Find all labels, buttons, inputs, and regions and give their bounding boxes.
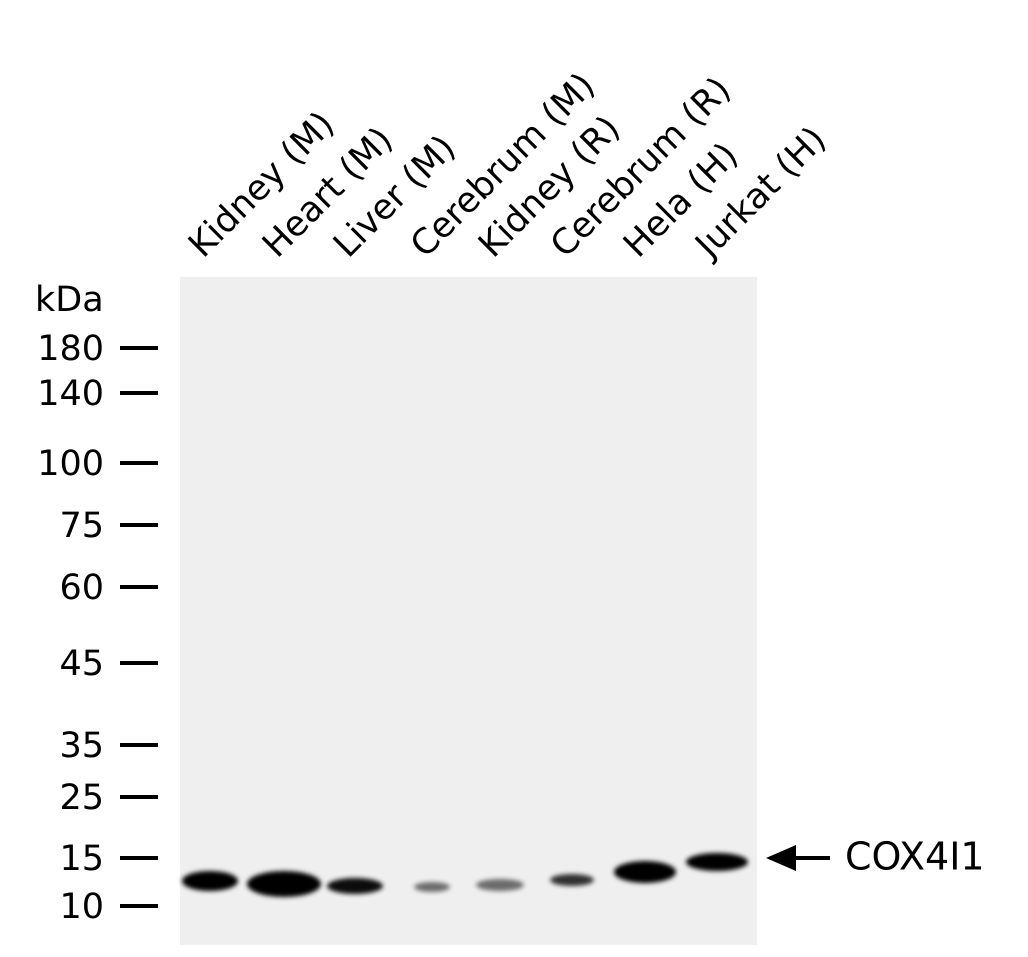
marker-label: 45 bbox=[59, 644, 104, 684]
marker-label: 60 bbox=[59, 568, 104, 608]
protein-band bbox=[247, 871, 321, 897]
marker-label: 75 bbox=[59, 506, 104, 546]
protein-band bbox=[327, 878, 383, 894]
unit-label: kDa bbox=[35, 280, 104, 320]
marker-label: 100 bbox=[37, 444, 104, 484]
blot-membrane bbox=[180, 277, 757, 945]
marker-label: 140 bbox=[37, 374, 104, 414]
marker-label: 25 bbox=[59, 778, 104, 818]
protein-band bbox=[614, 861, 676, 883]
marker-label: 180 bbox=[37, 329, 104, 369]
marker-label: 15 bbox=[59, 839, 104, 879]
marker-label: 35 bbox=[59, 726, 104, 766]
target-label: COX4I1 bbox=[845, 835, 985, 879]
target-arrow-head bbox=[766, 845, 796, 871]
protein-band bbox=[182, 871, 238, 891]
protein-band bbox=[476, 879, 524, 891]
protein-band bbox=[686, 853, 748, 871]
marker-label: 10 bbox=[59, 887, 104, 927]
protein-band bbox=[414, 882, 450, 892]
protein-band bbox=[550, 874, 594, 886]
